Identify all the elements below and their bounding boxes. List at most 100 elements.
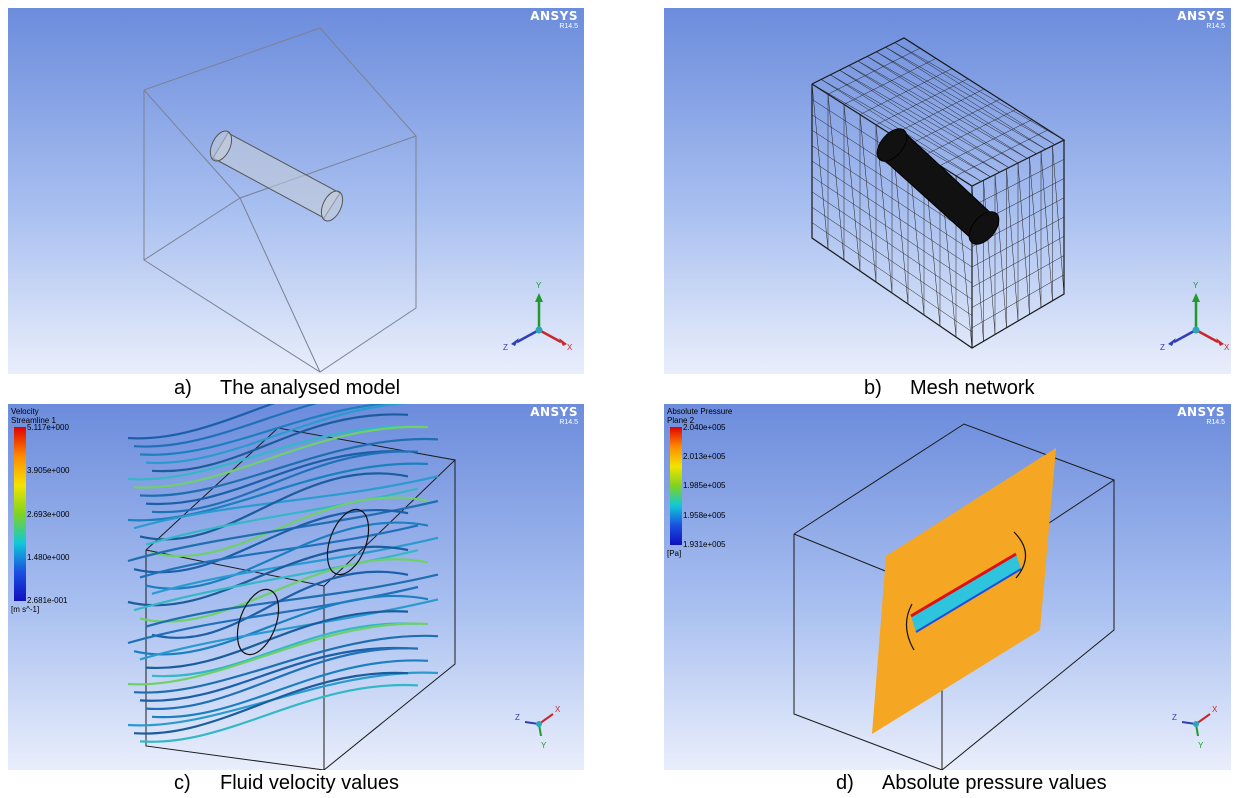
streamline [151,659,429,719]
streamline [151,413,409,473]
mesh-edge [876,51,1046,150]
axis-x-label: X [1212,705,1218,714]
streamline [133,634,439,694]
streamline [151,450,419,514]
legend-unit: [Pa] [667,549,682,558]
mesh-edge [923,109,1017,156]
caption-letter: d) [836,772,854,794]
legend-tick: 1.480e+000 [27,553,70,562]
mesh-edge [811,206,973,316]
color-scale [670,427,682,545]
streamline [139,646,409,702]
mesh-edge [903,37,1065,141]
streamline [151,622,419,678]
caption-text: Fluid velocity values [220,772,399,794]
axis-y-label: Y [541,741,547,750]
caption-c: c) Fluid velocity values [174,772,399,795]
model-geometry: Y X Z [143,27,573,373]
axis-y-label: Y [536,281,542,290]
streamline [127,462,429,522]
mesh-edge [1017,162,1030,315]
caption-text: Mesh network [910,377,1035,399]
streamline [139,598,439,661]
streamline [139,558,429,623]
mesh-edge [1029,157,1042,308]
streamline [133,594,429,656]
streamline [151,570,409,639]
mesh-edge [811,176,973,284]
streamline [139,683,419,743]
caption-text: The analysed model [220,377,401,399]
panel-fluid-velocity: X Z Y Velocity Streamline 1 5.117e+000 3… [8,404,584,770]
legend-tick: 2.013e+005 [683,452,726,461]
panel-mesh-network: Y X Z ANSYS R14.5 [664,8,1231,374]
caption-letter: b) [864,377,882,399]
streamline [127,545,409,607]
axis-x-label: X [567,343,573,352]
caption-d: d) Absolute pressure values [836,772,1107,795]
mesh-edge [891,88,985,136]
mesh-edge [867,56,1037,155]
streamline [139,472,409,541]
mesh-edge [1052,145,1065,295]
pressure-plane-view: X Z Y [793,423,1218,770]
legend-title: Velocity [11,407,39,416]
mesh-edge [1040,151,1053,301]
caption-text: Absolute pressure values [882,772,1107,794]
caption-letter: c) [174,772,191,794]
streamline [133,671,409,735]
legend-title: Absolute Pressure [667,407,733,416]
streamline [145,573,439,628]
axis-triad: Y X Z [1160,281,1230,352]
color-scale [14,427,26,601]
streamline [133,404,318,448]
streamline [127,585,419,645]
axis-triad: X Z Y [515,705,561,750]
velocity-legend: Velocity Streamline 1 5.117e+000 3.905e+… [11,407,101,617]
mesh-edge [955,129,1049,177]
streamline [127,622,429,686]
caption-b: b) Mesh network [864,377,1035,400]
streamline [145,404,409,465]
legend-tick: 1.985e+005 [683,481,726,490]
axis-z-label: Z [1172,713,1177,722]
mesh-edge [885,46,1046,150]
axis-triad: X Z Y [1172,705,1218,750]
mesh-edge [939,119,1033,166]
streamline [145,450,409,506]
streamline [151,496,429,558]
legend-tick: 2.693e+000 [27,510,70,519]
ansys-logo: ANSYS R14.5 [530,405,578,426]
ansys-logo: ANSYS R14.5 [1177,9,1225,30]
mesh-edge [811,222,973,333]
ansys-logo: ANSYS R14.5 [530,9,578,30]
axis-y-label: Y [1198,741,1204,750]
mesh-edge [971,216,1065,268]
streamline [139,404,392,456]
axis-x-label: X [1224,343,1230,352]
streamline [133,508,409,574]
mesh-edge [907,98,1001,146]
axis-z-label: Z [503,343,508,352]
streamline [127,425,419,481]
velocity-streamlines: X Z Y [127,404,561,770]
mesh-edge [857,60,1028,159]
panel-absolute-pressure: X Z Y Absolute Pressure Plane 2 2.040e+0… [664,404,1231,770]
mesh-edge [811,160,973,268]
mesh-edge [971,274,1065,329]
mesh-edge [971,255,1065,308]
legend-tick: 5.117e+000 [27,423,69,432]
streamline [133,475,439,530]
mesh-edge [811,237,973,349]
caption-a: a) The analysed model [174,377,400,400]
mesh-edge [971,236,1065,288]
streamline [133,425,429,489]
axis-triad: Y X Z [503,281,573,352]
mesh-edge [894,42,1055,145]
legend-tick: 2.040e+005 [683,423,726,432]
caption-letter: a) [174,377,192,399]
ansys-logo: ANSYS R14.5 [1177,405,1225,426]
streamline [139,437,439,497]
legend-tick: 1.958e+005 [683,511,726,520]
axis-z-label: Z [515,713,520,722]
